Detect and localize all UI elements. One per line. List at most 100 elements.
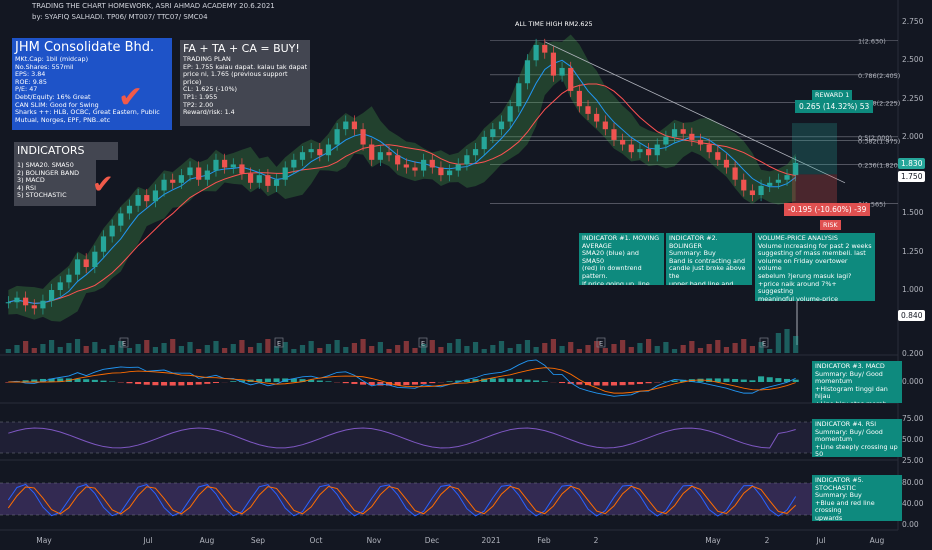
note-line: If price going up, line: [582, 279, 650, 285]
x-tick-label: Dec: [424, 536, 440, 545]
candle-body: [490, 129, 496, 137]
volume-bar: [152, 347, 159, 353]
note-line: Summary: Buy/ Good: [815, 369, 883, 378]
note-line: AVERAGE: [582, 241, 612, 250]
candle-body: [715, 152, 721, 160]
x-tick-label: Nov: [366, 536, 382, 545]
volume-bar: [386, 349, 392, 353]
candle-body: [317, 149, 323, 156]
indicators-list: 1) SMA20. SMA50 2) BOLINGER BAND 3) MACD 4)…: [14, 160, 96, 206]
note-line: VOLUME-PRICE ANALYSIS: [758, 234, 838, 242]
event-marker: [759, 337, 769, 348]
macd-histogram: [204, 382, 211, 384]
macd-histogram: [671, 380, 678, 382]
event-marker-label: E: [599, 340, 603, 348]
company-info-box: JHM Consolidate Bhd. MKt.Cap: 1bil (midc…: [12, 38, 172, 130]
indicator-list-item: 4) RSI: [17, 183, 36, 192]
volume-bar: [438, 347, 444, 353]
macd-histogram: [186, 382, 194, 386]
event-marker-label: E: [277, 340, 281, 348]
trading-plan-box: FA + TA + CA = BUY! TRADING PLAN EP: 1.75…: [180, 40, 310, 126]
candle-body: [256, 175, 262, 183]
event-marker-label: E: [421, 340, 425, 348]
company-info-line: Debt/Equity: 16% Great: [15, 92, 91, 101]
macd-histogram: [680, 379, 687, 382]
macd-histogram: [559, 382, 566, 384]
candle-body: [421, 159, 427, 171]
volume-bar: [524, 340, 531, 353]
volume-bar: [671, 349, 678, 353]
candle-body: [92, 251, 98, 268]
macd-histogram: [290, 378, 297, 382]
macd-histogram: [481, 378, 488, 382]
macd-histogram: [593, 382, 600, 386]
chart-byline: by: SYAFIQ SALHADI. TP06/ MT007/ TTC07/ …: [32, 13, 208, 21]
volume-bar: [568, 342, 574, 353]
candle-body: [40, 300, 46, 309]
macd-histogram: [256, 379, 263, 382]
macd-histogram: [152, 382, 159, 386]
macd-histogram: [135, 382, 142, 385]
macd-histogram: [420, 382, 427, 384]
candle-body: [455, 164, 461, 171]
candle-body: [498, 121, 505, 130]
candle-body: [247, 173, 254, 183]
stochastic-d-line: [7, 485, 797, 515]
candle-body: [196, 167, 202, 180]
macd-histogram: [758, 376, 765, 382]
candle-body: [533, 44, 539, 61]
note-line: Summary: Buy: [815, 491, 862, 500]
volume-bar: [196, 349, 202, 353]
candle-body: [741, 179, 747, 191]
note-line: sebelum ?jerung masuk lagi?: [758, 271, 852, 280]
rsi-band: [0, 422, 898, 453]
note-line: momentum: [815, 377, 853, 386]
note-line: upwards: [815, 513, 843, 521]
volume-bar: [109, 345, 115, 353]
volume-bar: [421, 344, 427, 353]
candle-body: [265, 175, 271, 186]
y-tick-label: 1.000: [902, 285, 924, 294]
macd-histogram: [515, 379, 522, 382]
candle-body: [351, 121, 358, 130]
y-tick-label: 2.750: [902, 17, 924, 26]
candle-body: [14, 297, 20, 303]
candle-body: [550, 52, 557, 76]
candle-body: [663, 136, 669, 145]
candle-body: [152, 190, 159, 202]
volume-bar: [585, 345, 591, 353]
volume-bar: [265, 339, 271, 353]
macd-histogram: [264, 378, 271, 382]
volume-bar: [663, 342, 669, 353]
macd-histogram: [74, 378, 81, 382]
macd-line: [8, 359, 796, 397]
sma20-line: [8, 59, 796, 304]
volume-bar: [533, 347, 539, 353]
note-line: upper band line and price: [669, 279, 734, 285]
macd-histogram: [463, 379, 470, 382]
reward-label: REWARD 1: [812, 90, 853, 100]
note-line: INDICATOR #3. MACD: [815, 362, 885, 370]
downtrend-line: [544, 41, 846, 184]
y-tick-label: 1.250: [902, 246, 924, 256]
macd-histogram: [48, 378, 55, 382]
macd-histogram: [308, 379, 315, 382]
macd-histogram: [783, 378, 791, 382]
note-indicator-5: INDICATOR #5. STOCHASTIC Summary: Buy +Blu…: [812, 475, 902, 521]
volume-bar: [498, 341, 505, 353]
macd-histogram: [325, 381, 332, 382]
event-marker: [274, 337, 284, 348]
note-line: volume on Friday overtower volume: [758, 256, 848, 273]
macd-histogram: [31, 379, 38, 382]
macd-histogram: [524, 379, 531, 382]
volume-bar: [723, 347, 730, 353]
fib-level-label: 0.382(1.975): [858, 138, 900, 146]
macd-histogram: [230, 381, 237, 382]
volume-bar: [542, 343, 548, 353]
candle-body: [334, 129, 340, 145]
note-line: Summary: Buy: [669, 249, 716, 258]
trading-plan-line: TP1: 1.955: [183, 92, 218, 101]
candle-body: [291, 159, 297, 168]
candle-body: [680, 129, 686, 134]
last-price-tag: 1.830: [898, 158, 926, 169]
